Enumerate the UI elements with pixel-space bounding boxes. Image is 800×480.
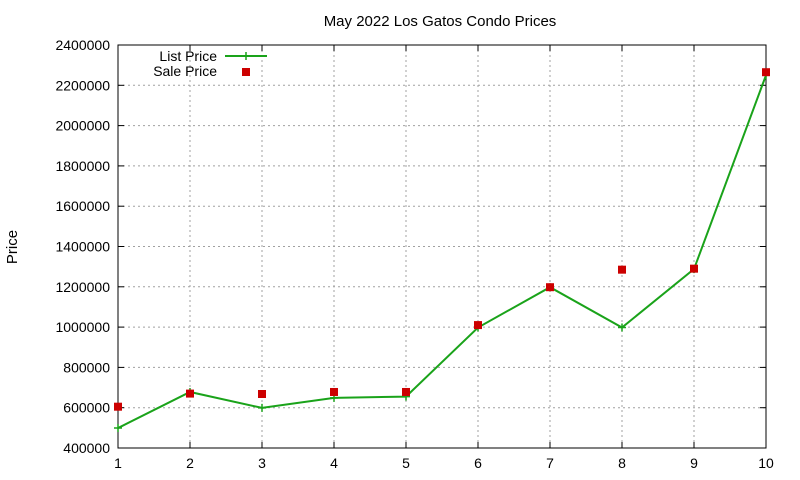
y-tick-label: 400000 xyxy=(63,440,110,456)
data-series xyxy=(114,68,770,433)
sale-price-point xyxy=(258,389,266,398)
legend-marker-sale-price xyxy=(242,68,250,76)
legend-marker-list-price xyxy=(242,52,250,60)
y-tick-label: 1200000 xyxy=(55,279,110,295)
y-tick-label: 2000000 xyxy=(55,118,110,134)
x-tick-label: 5 xyxy=(402,455,410,471)
y-axis-label: Price xyxy=(4,230,21,264)
x-tick-label: 1 xyxy=(114,455,122,471)
list-price-point xyxy=(114,424,122,433)
y-tick-label: 1000000 xyxy=(55,319,110,335)
y-tick-label: 600000 xyxy=(63,400,110,416)
x-tick-label: 8 xyxy=(618,455,626,471)
sale-price-point xyxy=(402,387,410,396)
y-tick-label: 1400000 xyxy=(55,239,110,255)
y-tick-label: 1800000 xyxy=(55,158,110,174)
x-tick-label: 3 xyxy=(258,455,266,471)
sale-price-point xyxy=(474,321,482,330)
y-tick-label: 800000 xyxy=(63,359,110,375)
x-tick-label: 4 xyxy=(330,455,338,471)
sale-price-point xyxy=(186,389,194,398)
sale-price-point xyxy=(690,264,698,273)
list-price-point xyxy=(258,403,266,412)
list-price-point xyxy=(618,323,626,332)
y-tick-label: 1600000 xyxy=(55,198,110,214)
x-tick-label: 6 xyxy=(474,455,482,471)
grid-lines xyxy=(118,45,766,448)
x-tick-label: 7 xyxy=(546,455,554,471)
legend-label-list-price: List Price xyxy=(159,48,217,64)
legend-label-sale-price: Sale Price xyxy=(153,63,217,79)
axis-ticks: 1 2 3 4 5 6 7 8 9 10 400000 600000 800000 1000000 1200… xyxy=(55,37,774,471)
y-tick-label: 2200000 xyxy=(55,77,110,93)
sale-price-point xyxy=(546,283,554,292)
x-tick-label: 10 xyxy=(758,455,774,471)
sale-price-point xyxy=(762,68,770,77)
x-tick-label: 2 xyxy=(186,455,194,471)
y-tick-label: 2400000 xyxy=(55,37,110,53)
sale-price-point xyxy=(114,402,122,411)
sale-price-point xyxy=(330,387,338,396)
sale-price-point xyxy=(618,265,626,274)
list-price-line xyxy=(117,74,767,429)
chart-title: May 2022 Los Gatos Condo Prices xyxy=(324,13,557,30)
x-tick-label: 9 xyxy=(690,455,698,471)
